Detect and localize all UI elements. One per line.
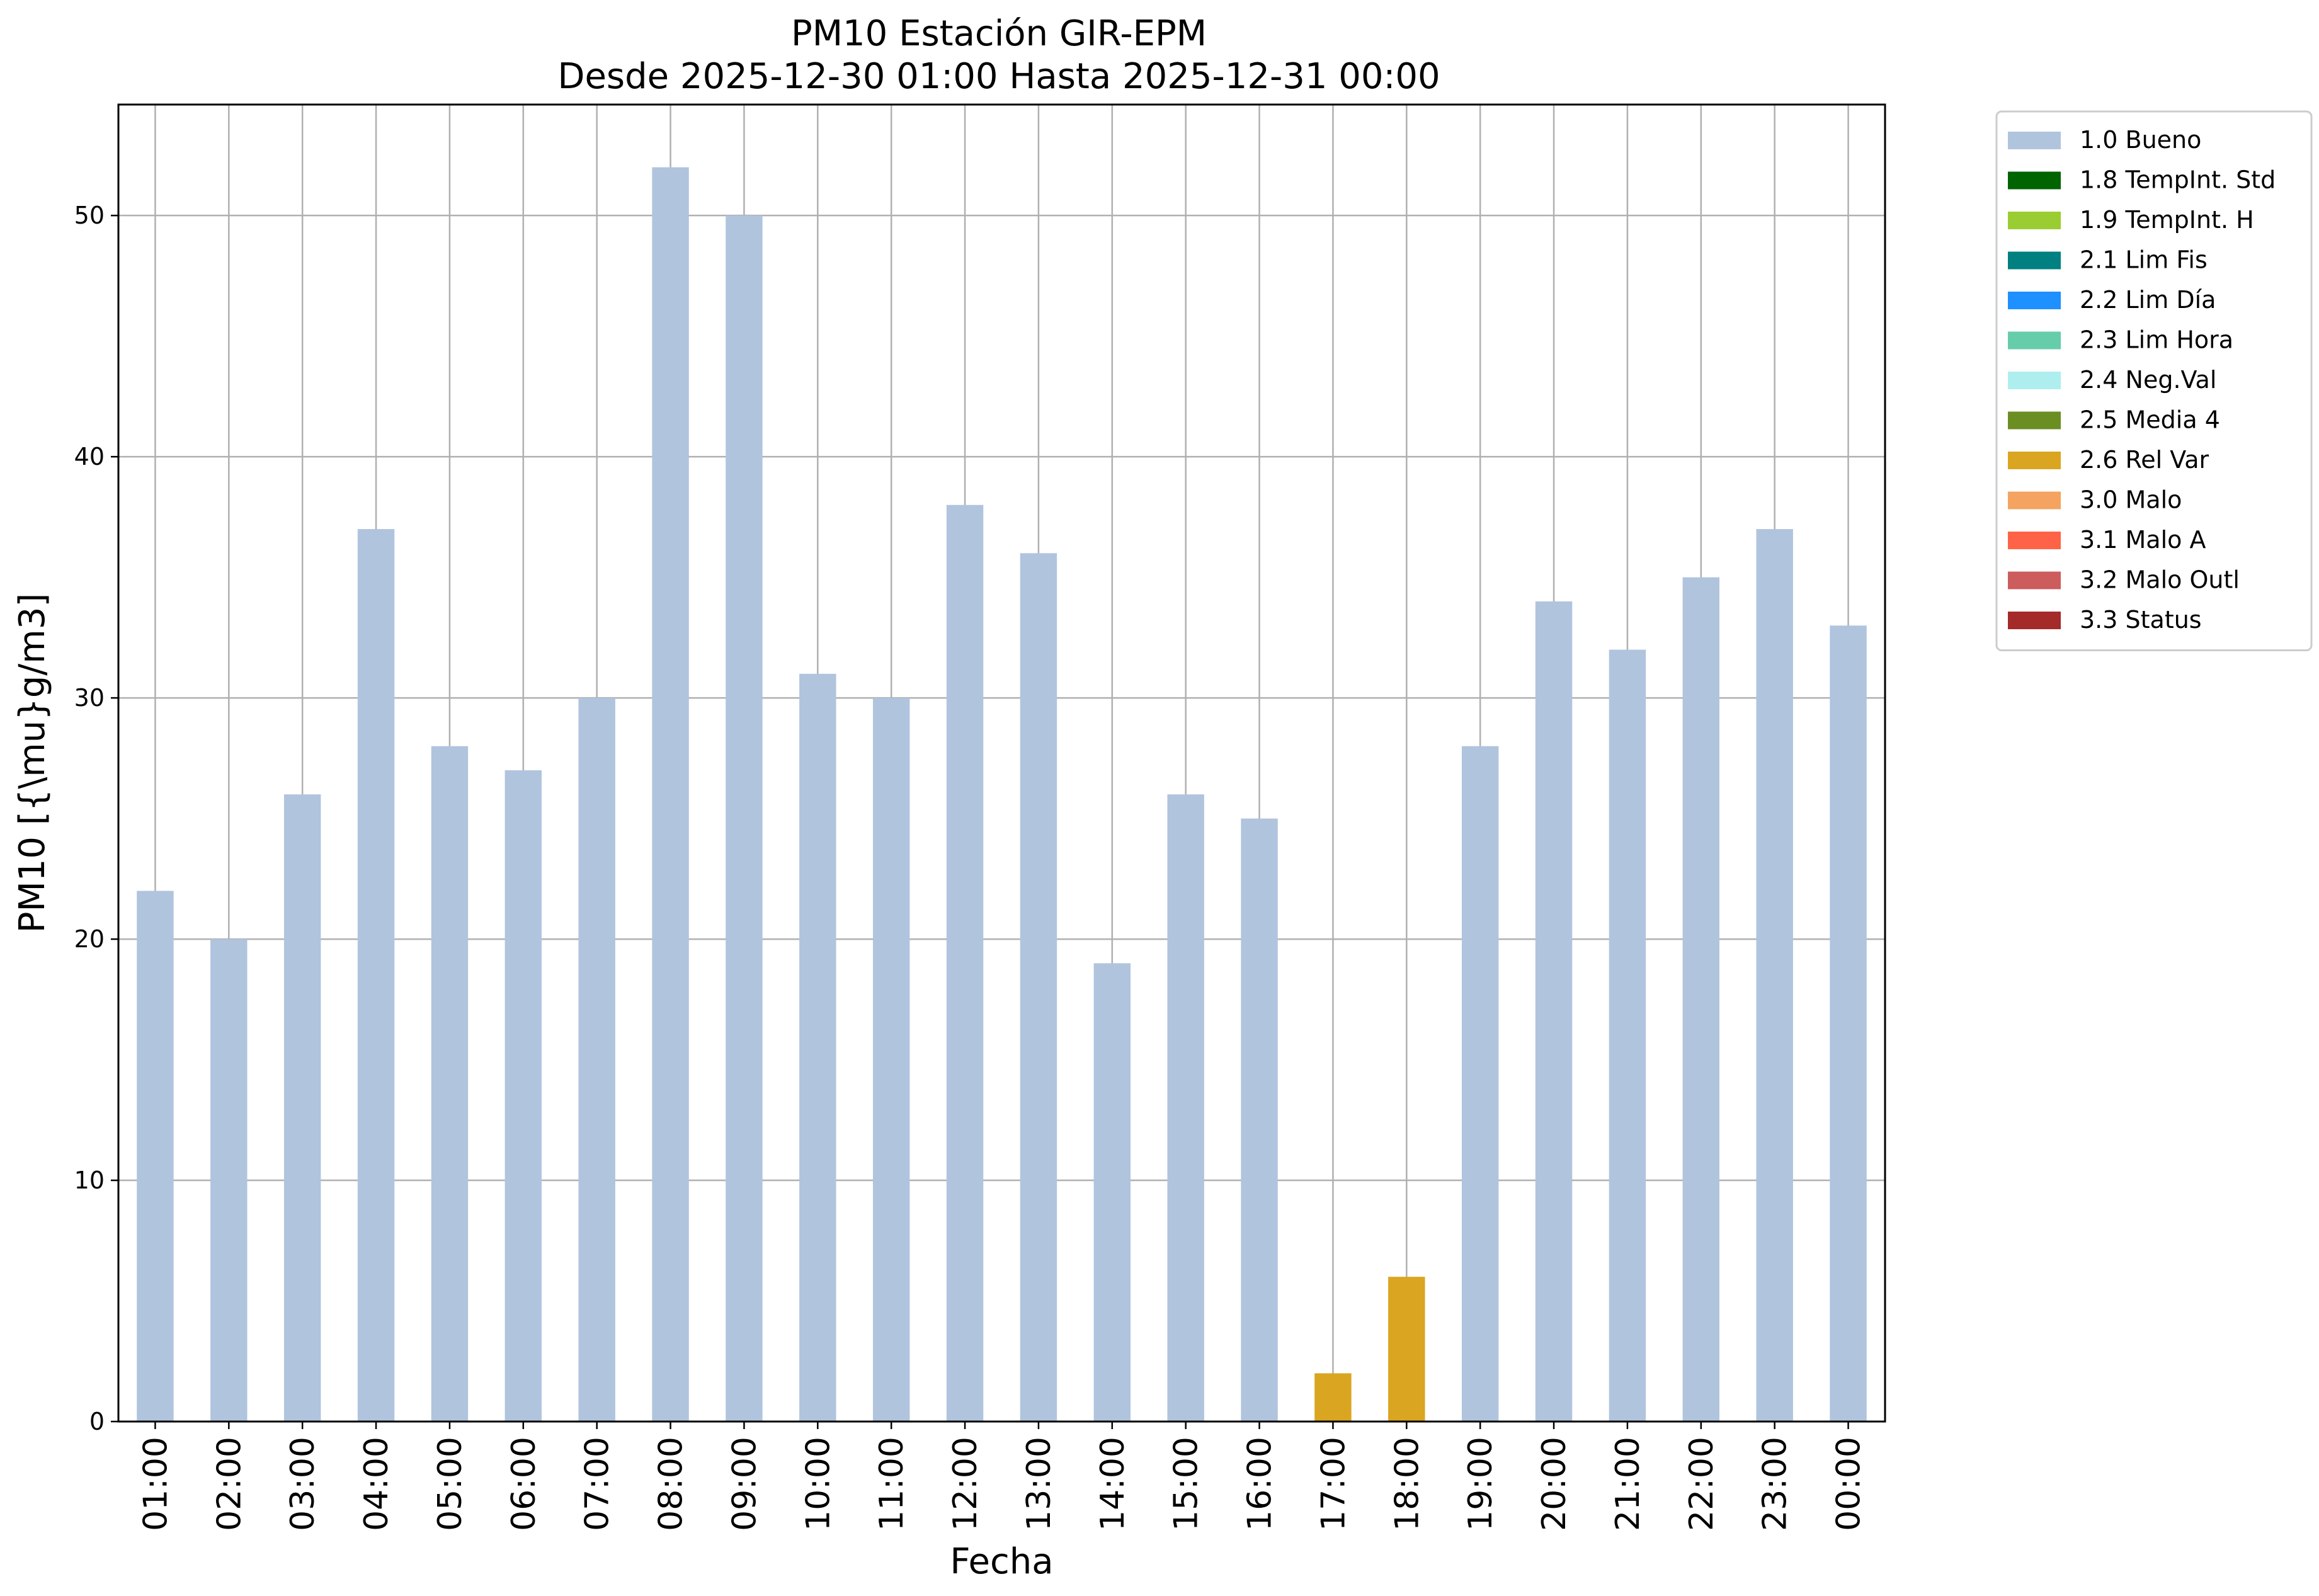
bar-04:00 <box>357 529 395 1422</box>
bars-group <box>137 167 1867 1422</box>
legend-label: 2.3 Lim Hora <box>2080 326 2233 354</box>
bar-01:00 <box>137 891 174 1422</box>
x-tick-label: 22:00 <box>1683 1437 1721 1531</box>
legend-label: 3.2 Malo Outl <box>2080 566 2240 594</box>
bar-09:00 <box>726 215 763 1422</box>
legend-swatch <box>2008 452 2061 469</box>
x-tick-label: 20:00 <box>1536 1437 1573 1531</box>
bar-18:00 <box>1388 1277 1425 1422</box>
legend-swatch <box>2008 132 2061 149</box>
legend-swatch <box>2008 292 2061 309</box>
legend-box <box>1995 110 2313 651</box>
y-tick-label: 50 <box>74 202 105 229</box>
chart-title: PM10 Estación GIR-EPM <box>791 13 1207 54</box>
x-tick-label: 07:00 <box>579 1437 617 1531</box>
x-tick-label: 23:00 <box>1757 1437 1794 1531</box>
x-tick-label: 15:00 <box>1168 1437 1205 1531</box>
x-tick-label: 02:00 <box>210 1437 248 1531</box>
legend-swatch <box>2008 532 2061 549</box>
legend-label: 3.3 Status <box>2080 606 2202 634</box>
legend-label: 3.0 Malo <box>2080 486 2182 514</box>
legend-swatch <box>2008 612 2061 629</box>
chart-subtitle: Desde 2025-12-30 01:00 Hasta 2025-12-31 … <box>557 56 1440 97</box>
legend-label: 1.8 TempInt. Std <box>2080 166 2276 194</box>
bar-13:00 <box>1020 553 1057 1422</box>
x-tick-label: 17:00 <box>1314 1437 1352 1531</box>
bar-19:00 <box>1461 746 1499 1422</box>
x-tick-label: 00:00 <box>1830 1437 1868 1531</box>
x-tick-label: 21:00 <box>1609 1437 1647 1531</box>
x-tick-label: 12:00 <box>947 1437 984 1531</box>
y-tick-label: 20 <box>74 925 105 953</box>
legend-swatch <box>2008 331 2061 350</box>
y-tick-label: 40 <box>74 443 105 470</box>
bar-20:00 <box>1535 601 1573 1422</box>
x-tick-label: 05:00 <box>431 1437 469 1531</box>
x-tick-label: 10:00 <box>799 1437 837 1531</box>
bar-22:00 <box>1682 577 1720 1422</box>
legend-swatch <box>2008 411 2061 430</box>
bar-03:00 <box>283 794 321 1422</box>
legend-label: 2.5 Media 4 <box>2080 406 2220 434</box>
y-tick-label: 0 <box>89 1408 105 1435</box>
legend-swatch <box>2008 251 2061 270</box>
legend-swatch <box>2008 571 2061 590</box>
bar-14:00 <box>1093 963 1131 1422</box>
x-tick-label: 11:00 <box>873 1437 911 1531</box>
bar-02:00 <box>210 939 248 1422</box>
legend-label: 2.4 Neg.Val <box>2080 366 2216 394</box>
bar-07:00 <box>578 698 615 1422</box>
bar-05:00 <box>431 746 469 1422</box>
x-axis-label: Fecha <box>950 1541 1053 1582</box>
legend-label: 2.1 Lim Fis <box>2080 246 2208 274</box>
legend-swatch <box>2008 171 2061 190</box>
x-tick-label: 09:00 <box>726 1437 763 1531</box>
legend-label: 2.2 Lim Día <box>2080 286 2216 314</box>
y-tick-label: 30 <box>74 684 105 712</box>
x-tick-label: 08:00 <box>652 1437 690 1531</box>
bar-17:00 <box>1314 1373 1352 1422</box>
x-tick-label: 14:00 <box>1094 1437 1132 1531</box>
bar-15:00 <box>1167 794 1204 1422</box>
bar-08:00 <box>652 167 689 1422</box>
y-tick-label: 10 <box>74 1166 105 1194</box>
legend-label: 2.6 Rel Var <box>2080 446 2209 474</box>
x-tick-label: 04:00 <box>358 1437 396 1531</box>
x-tick-label: 19:00 <box>1462 1437 1500 1531</box>
x-tick-label: 01:00 <box>137 1437 174 1531</box>
x-tick-label: 03:00 <box>284 1437 322 1531</box>
bar-16:00 <box>1241 818 1278 1422</box>
legend: 1.0 Bueno 1.8 TempInt. Std 1.9 TempInt. H 2… <box>1995 110 2313 651</box>
x-tick-label: 13:00 <box>1020 1437 1058 1531</box>
y-axis-ticks: 0 10 20 30 40 50 <box>74 202 118 1435</box>
bar-23:00 <box>1756 529 1793 1422</box>
y-axis-label: PM10 [{\mu}g/m3] <box>12 593 53 933</box>
plot-frame <box>117 103 1886 1423</box>
bar-06:00 <box>504 770 542 1422</box>
x-tick-label: 16:00 <box>1241 1437 1279 1531</box>
bar-12:00 <box>946 504 984 1422</box>
bar-00:00 <box>1830 625 1867 1422</box>
bar-11:00 <box>872 698 910 1422</box>
bar-10:00 <box>799 673 836 1422</box>
legend-swatch <box>2008 372 2061 389</box>
x-axis-ticks: 01:00 02:00 03:00 04:00 05:00 06:00 07:00 08:00… <box>137 1422 1868 1531</box>
legend-swatch <box>2008 212 2061 229</box>
bar-21:00 <box>1609 649 1646 1422</box>
legend-label: 3.1 Malo A <box>2080 526 2206 554</box>
x-tick-label: 18:00 <box>1388 1437 1426 1531</box>
legend-label: 1.9 TempInt. H <box>2080 206 2254 234</box>
x-tick-label: 06:00 <box>505 1437 543 1531</box>
legend-label: 1.0 Bueno <box>2080 126 2201 154</box>
legend-swatch <box>2008 491 2061 510</box>
